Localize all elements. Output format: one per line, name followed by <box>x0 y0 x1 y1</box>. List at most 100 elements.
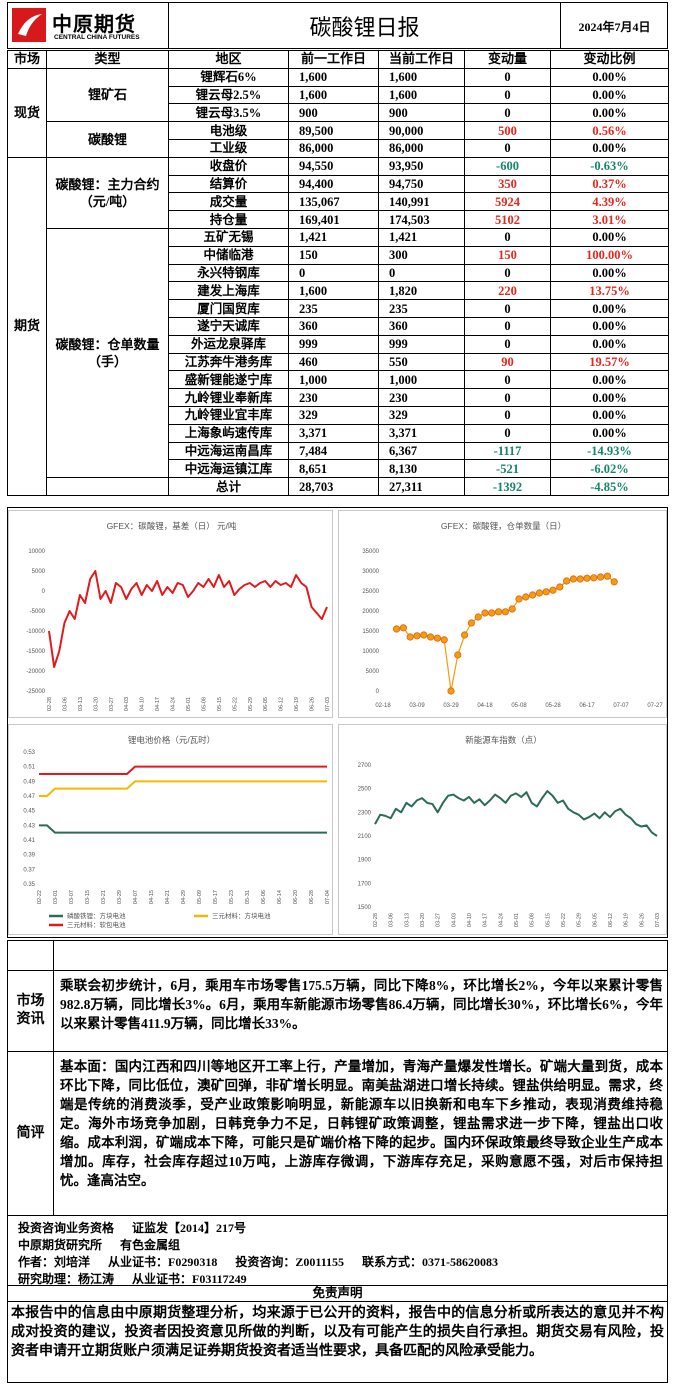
y-tick-label: 35000 <box>362 549 379 555</box>
x-tick-label: 03-27 <box>109 697 115 711</box>
data-line <box>39 765 327 775</box>
table-cell: 0 <box>464 405 551 425</box>
table-cell: 90,000 <box>378 121 465 140</box>
data-point <box>556 583 564 591</box>
type-cell: 锂矿石 <box>46 67 169 123</box>
x-tick-label: 06-06 <box>261 890 267 904</box>
x-tick-label: 05-17 <box>213 890 219 904</box>
table-cell: 上海象屿速传库 <box>168 423 289 443</box>
footer-item: 作者：刘培洋 <box>18 1255 91 1269</box>
data-point <box>467 619 475 627</box>
x-tick-label: 06-12 <box>279 697 285 711</box>
footer: 投资咨询业务资格 证监发【2014】217号 中原期货研究所 有色金属组 作者：刘培洋从… <box>7 1215 668 1286</box>
table-cell: 230 <box>378 388 465 407</box>
x-tick-label: 04-21 <box>165 890 171 904</box>
table-cell: 27,311 <box>378 477 465 496</box>
table-cell: 235 <box>378 299 465 318</box>
table-cell: 0.00% <box>550 103 669 123</box>
data-point <box>590 574 598 582</box>
x-tick-label: 04-29 <box>181 890 187 904</box>
data-line <box>374 790 658 837</box>
data-point <box>583 574 591 582</box>
x-tick-label: 06-12 <box>608 913 614 927</box>
data-point <box>433 634 442 642</box>
table-cell: 0 <box>464 138 551 158</box>
y-tick-label: 1500 <box>358 905 372 911</box>
table-cell: 3,371 <box>288 423 379 443</box>
table-cell: 6,367 <box>378 441 465 461</box>
table-cell: 500 <box>464 121 551 140</box>
data-line <box>48 570 328 668</box>
table-row: 中远海运南昌库 7,484 6,367 -1117 -14.93% <box>8 441 669 461</box>
table-cell: 100.00% <box>550 245 669 265</box>
table-cell: 900 <box>288 103 379 123</box>
data-point <box>406 633 414 641</box>
y-tick-label: 0.37 <box>23 867 35 873</box>
table-row: 现货 锂矿石 锂辉石6% 1,600 1,600 0 0.00% <box>7 67 669 158</box>
x-tick-label: 04-17 <box>483 913 489 927</box>
table-cell: -1117 <box>464 441 551 461</box>
footer-item: 研究助理：杨江涛 <box>18 1272 115 1286</box>
table-row: 锂云母2.5% 1,600 1,600 0 0.00% <box>8 85 669 105</box>
type-cell: 碳酸锂：主力合约（元/吨） <box>46 156 169 229</box>
x-tick-label: 05-15 <box>217 697 223 711</box>
table-row: 中储临港 150 300 150 100.00% <box>8 245 669 265</box>
y-tick-label: 5000 <box>32 569 46 575</box>
table-cell: 外运龙泉驿库 <box>168 334 289 354</box>
x-tick-label: 06-05 <box>263 697 269 711</box>
table-cell: 0 <box>464 263 551 283</box>
blank-row <box>7 940 668 971</box>
y-tick-label: 10000 <box>28 549 45 555</box>
table-cell: 建发上海库 <box>168 281 289 301</box>
column-header: 类型 <box>46 50 169 69</box>
x-tick-label: 04-03 <box>451 913 457 927</box>
chart: GFEX：碳酸锂，仓单数量（日） 0 5000 10000 15000 20000 2500… <box>338 510 667 718</box>
data-point <box>495 608 503 616</box>
y-tick-label: 1900 <box>358 858 372 864</box>
footer-line: 中原期货研究所 有色金属组 <box>18 1236 198 1253</box>
table-row: 遂宁天诚库 360 360 0 0.00% <box>8 316 669 336</box>
table-cell: 4.39% <box>550 192 669 212</box>
y-tick-label: -20000 <box>26 669 45 675</box>
x-tick-label: 05-29 <box>577 913 583 927</box>
table-row: 盛新锂能遂宁库 1,000 1,000 0 0.00% <box>8 370 669 390</box>
table-cell: 900 <box>378 103 465 123</box>
logo-icon <box>12 8 46 42</box>
table-cell: -4.85% <box>550 477 669 496</box>
report-title: 碳酸锂日报 <box>309 15 420 40</box>
legend-label: 磷酸铁锂：方块电池 <box>67 911 126 920</box>
table-cell: 89,500 <box>288 121 379 140</box>
table-cell: 电池级 <box>168 121 289 140</box>
header-box <box>7 2 668 49</box>
data-point <box>603 572 611 580</box>
x-tick-label: 06-20 <box>293 890 299 904</box>
x-tick-label: 06-26 <box>639 913 645 927</box>
x-tick-label: 03-20 <box>420 913 426 927</box>
market-cell: 期货 <box>7 156 47 496</box>
divider <box>560 2 561 49</box>
x-tick-label: 05-01 <box>186 697 192 711</box>
column-header: 当前工作日 <box>378 50 465 69</box>
data-point <box>529 591 537 599</box>
data-point <box>447 687 455 695</box>
x-tick-label: 03-15 <box>85 890 91 904</box>
table-cell: 86,000 <box>288 138 379 158</box>
table-cell: 0.00% <box>550 85 669 105</box>
y-tick-label: 15000 <box>362 629 379 635</box>
y-tick-label: 0.53 <box>23 750 35 756</box>
table-cell: 999 <box>378 334 465 354</box>
table-cell: 8,651 <box>288 459 379 479</box>
table-cell: 140,991 <box>378 192 465 212</box>
x-tick-label: 05-28 <box>545 703 561 709</box>
comment-text: 基本面：国内江西和四川等地区开工率上行，产量增加，青海产量爆发性增长。矿端大量到… <box>60 1059 663 1188</box>
table-cell: 174,503 <box>378 210 465 229</box>
table-cell: 0 <box>464 299 551 318</box>
data-point <box>427 633 435 641</box>
x-tick-label: 05-22 <box>232 697 238 711</box>
x-tick-label: 03-29 <box>443 703 459 709</box>
data-point <box>454 651 462 659</box>
y-tick-label: 0.43 <box>23 823 35 829</box>
disclaimer-text: 本报告中的信息由中原期货整理分析，均来源于已公开的资料，报告中的信息分析或所表达… <box>11 1306 664 1359</box>
table-cell: 总计 <box>168 477 289 496</box>
